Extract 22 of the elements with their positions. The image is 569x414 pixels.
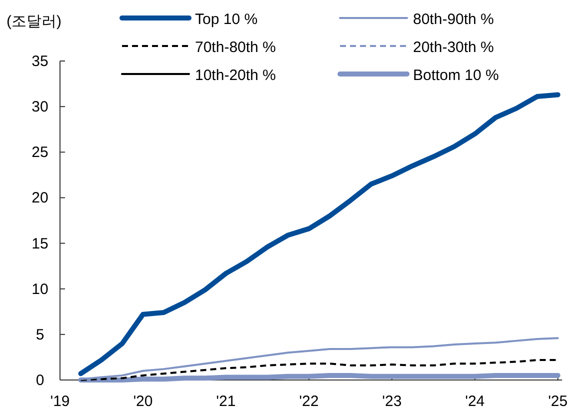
y-tick-label: 30 xyxy=(32,98,48,116)
legend-label: 80th-90th % xyxy=(413,11,494,28)
y-tick-label: 35 xyxy=(32,53,48,70)
y-tick-label: 10 xyxy=(32,280,48,298)
y-tick-label: 0 xyxy=(36,372,44,389)
y-tick-label: 15 xyxy=(32,235,48,252)
x-tick-label: '23 xyxy=(382,393,402,410)
legend-label: Top 10 % xyxy=(195,11,258,28)
y-tick-label: 20 xyxy=(32,190,48,207)
legend-label: 20th-30th % xyxy=(413,39,494,56)
y-tick-label: 5 xyxy=(36,326,44,344)
x-tick-label: '19 xyxy=(50,393,70,410)
x-tick-label: '25 xyxy=(548,393,568,410)
legend-label: 10th-20th % xyxy=(195,67,276,84)
x-tick-label: '24 xyxy=(465,393,485,410)
y-tick-label: 25 xyxy=(32,144,48,162)
y-axis-title: (조달러) xyxy=(6,13,62,30)
legend-label: 70th-80th % xyxy=(195,39,276,56)
x-tick-label: '22 xyxy=(299,393,319,410)
x-tick-label: '20 xyxy=(133,393,153,410)
legend-label: Bottom 10 % xyxy=(413,67,499,84)
x-tick-label: '21 xyxy=(216,393,236,410)
